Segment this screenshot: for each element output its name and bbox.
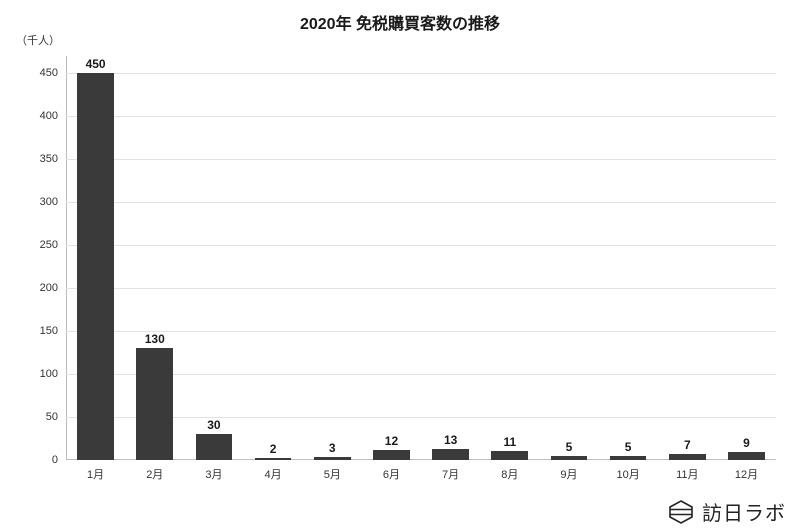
x-tick-label: 10月 (617, 466, 640, 482)
y-tick-label: 50 (46, 411, 58, 423)
bar-slot: 35月 (303, 56, 362, 460)
x-tick-label: 1月 (87, 466, 104, 482)
bars-group: 4501月1302月303月24月35月126月137月118月59月510月7… (66, 56, 776, 460)
bar-rect (432, 449, 469, 460)
bar-value-label: 9 (743, 436, 750, 450)
bar-slot: 912月 (717, 56, 776, 460)
chart-title: 2020年 免税購買客数の推移 (0, 10, 800, 34)
x-tick-label: 7月 (442, 466, 459, 482)
bar-rect (314, 457, 351, 460)
y-tick-label: 400 (40, 110, 58, 122)
bar-rect (728, 452, 765, 460)
plot-area: 050100150200250300350400450 4501月1302月30… (66, 56, 776, 460)
bar-slot: 711月 (658, 56, 717, 460)
bar-value-label: 11 (503, 435, 516, 449)
brand-text: 訪日ラボ (702, 497, 786, 526)
x-tick-label: 8月 (501, 466, 518, 482)
brand-icon (668, 499, 694, 525)
x-tick-label: 3月 (205, 466, 222, 482)
y-tick-label: 350 (40, 153, 58, 165)
x-tick-label: 12月 (735, 466, 758, 482)
x-tick-label: 5月 (324, 466, 341, 482)
x-tick-label: 9月 (560, 466, 577, 482)
bar-slot: 137月 (421, 56, 480, 460)
bar-value-label: 7 (684, 438, 691, 452)
bar-rect (610, 456, 647, 460)
bar-slot: 4501月 (66, 56, 125, 460)
bar-slot: 303月 (184, 56, 243, 460)
y-tick-label: 300 (40, 196, 58, 208)
bar-value-label: 130 (145, 332, 165, 346)
y-tick-label: 150 (40, 325, 58, 337)
bar-rect (669, 454, 706, 460)
bar-value-label: 5 (625, 440, 632, 454)
bar-rect (491, 451, 528, 460)
y-tick-label: 0 (52, 454, 58, 466)
bar-rect (196, 434, 233, 460)
bar-slot: 118月 (480, 56, 539, 460)
brand-logo: 訪日ラボ (668, 497, 786, 526)
bar-rect (255, 458, 292, 460)
bar-slot: 1302月 (125, 56, 184, 460)
bar-value-label: 30 (207, 418, 220, 432)
y-tick-label: 250 (40, 239, 58, 251)
bar-rect (551, 456, 588, 460)
bar-value-label: 5 (566, 440, 573, 454)
bar-value-label: 13 (444, 433, 457, 447)
bar-rect (136, 348, 173, 460)
chart-container: 2020年 免税購買客数の推移 （千人） 0 50 100 150 200 250 300 3… (0, 10, 800, 500)
bar-value-label: 450 (86, 57, 106, 71)
x-tick-label: 2月 (146, 466, 163, 482)
bar-rect (77, 73, 114, 460)
x-tick-label: 6月 (383, 466, 400, 482)
bar-slot: 510月 (599, 56, 658, 460)
bar-slot: 24月 (244, 56, 303, 460)
y-tick-label: 200 (40, 282, 58, 294)
bar-value-label: 12 (385, 434, 398, 448)
bar-value-label: 2 (270, 442, 277, 456)
y-tick-label: 450 (40, 67, 58, 79)
x-tick-label: 4月 (265, 466, 282, 482)
x-tick-label: 11月 (676, 466, 698, 482)
y-tick-label: 100 (40, 368, 58, 380)
bar-slot: 59月 (539, 56, 598, 460)
y-axis-unit-label: （千人） (16, 32, 60, 48)
bar-value-label: 3 (329, 441, 336, 455)
bar-rect (373, 450, 410, 460)
bar-slot: 126月 (362, 56, 421, 460)
